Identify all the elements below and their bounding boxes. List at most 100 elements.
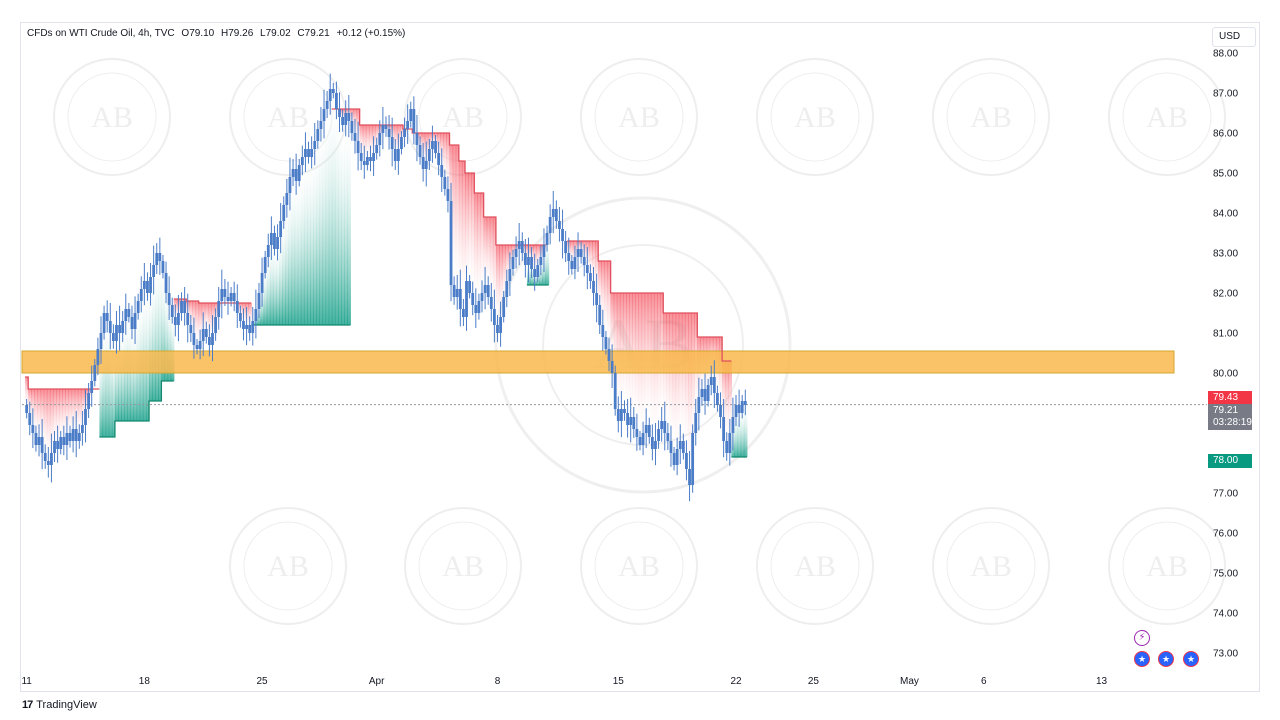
candle [81,411,84,446]
candle [638,431,642,451]
symbol-name[interactable]: CFDs on WTI Crude Oil, 4h, TVC [27,28,175,39]
stop-fill [40,389,45,445]
stop-fill [359,125,364,157]
stop-fill [248,303,252,329]
stop-fill [734,411,739,457]
stop-fill [610,293,615,367]
us-flag-event-icon[interactable]: ★ [1158,651,1174,667]
candle [443,169,447,196]
stop-fill [164,283,169,381]
candle [548,204,552,245]
candle [192,317,196,359]
stop-fill [198,303,203,345]
candle [189,315,193,342]
stop-fill [474,193,478,309]
candle [725,432,729,461]
stop-fill [276,243,280,325]
candle [579,241,583,264]
candle [217,287,221,330]
candle [598,295,602,334]
candle [551,191,555,234]
us-flag-event-icon[interactable]: ★ [1183,651,1199,667]
candle [520,232,524,261]
candle [242,308,245,341]
flash-event-icon[interactable]: ⚡ [1134,630,1150,646]
time-tick-label: 15 [613,676,625,687]
price-axis[interactable]: 88.00 87.00 86.00 85.00 84.00 83.00 82.00 81.00… [1213,49,1238,660]
time-tick-label: 22 [730,676,742,687]
watermark-badge: AB [756,507,874,625]
candle [93,359,97,387]
currency-button[interactable]: USD [1212,27,1256,47]
stop-fill [71,389,76,435]
stop-fill [108,327,113,437]
candle [440,148,444,192]
candle [672,447,676,471]
candle [688,451,691,502]
ohlc-open: O79.10 [181,28,215,39]
candle [62,425,66,456]
stop-fill [613,293,618,391]
candle [589,264,592,289]
tradingview-logo-icon: 17 [22,699,33,711]
candle [626,399,629,438]
price-tick-label: 84.00 [1213,209,1238,220]
stop-fill [681,313,686,447]
time-tick-label: 13 [1096,676,1108,687]
candles [25,73,747,502]
candle [396,133,400,175]
us-flag-event-icon[interactable]: ★ [1134,651,1150,667]
candle [703,373,707,415]
stop-fill [285,199,289,325]
candle [214,308,218,341]
candle [356,121,360,171]
candle [604,331,608,355]
time-axis[interactable]: 11 18 25 Apr 8 15 22 25 May 6 13 [21,676,1107,687]
stop-fill [297,173,302,325]
candle [130,305,134,340]
tradingview-logo[interactable]: 17 TradingView [22,699,97,711]
stop-fill [365,125,370,161]
last-price-tag: 79.21 03:28:19 [1208,404,1252,430]
candle [37,424,41,457]
candle [492,289,496,343]
candle [480,280,484,313]
price-tick-label: 81.00 [1213,329,1238,340]
lower-stop-price-tag: 78.00 [1208,454,1252,468]
svg-text:AB: AB [267,550,309,583]
stop-fill [170,311,175,381]
stop-fill [595,241,599,299]
candle [681,433,685,460]
price-tick-label: 82.00 [1213,289,1238,300]
watermark-badge: AB [1108,58,1226,176]
candle [139,276,143,313]
stop-fill [269,239,274,325]
candle [65,416,69,460]
candle [294,153,298,195]
candle [452,276,456,305]
candle [564,231,568,262]
candle [87,383,90,418]
stop-fill [483,217,488,289]
candle [527,237,530,283]
candle [68,425,72,448]
stop-fill [322,115,327,325]
stop-fill [480,193,485,297]
candle [269,216,273,260]
symbol-legend[interactable]: CFDs on WTI Crude Oil, 4h, TVC O79.10 H7… [27,28,409,39]
stop-fill [691,313,695,459]
candle [601,309,605,351]
candle [734,395,738,426]
candle [468,275,472,299]
candle [623,400,626,421]
candle [288,157,292,211]
candle [362,145,366,179]
svg-text:AB: AB [794,550,836,583]
candle [115,311,118,354]
candle [585,247,589,290]
candle [34,425,38,452]
candle [635,413,639,451]
candle [415,115,419,162]
candle [74,411,78,458]
